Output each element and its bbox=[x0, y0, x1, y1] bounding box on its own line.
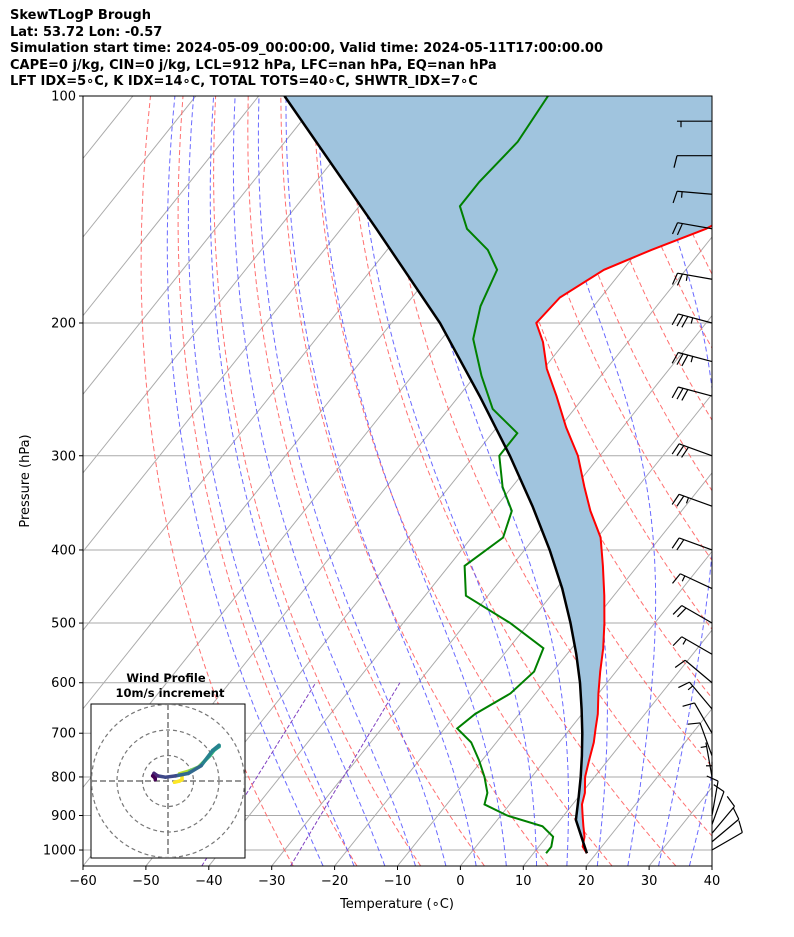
wind-barb bbox=[700, 742, 713, 778]
wind-barb bbox=[711, 807, 740, 843]
wind-barb bbox=[671, 351, 713, 367]
wind-barb bbox=[671, 272, 713, 286]
dry-adiabat-line bbox=[345, 96, 677, 866]
y-tick-label: 600 bbox=[51, 676, 76, 691]
y-tick-label: 900 bbox=[51, 809, 76, 824]
dewpoint-line bbox=[455, 96, 555, 854]
convective-line: CAPE=0 j/kg, CIN=0 j/kg, LCL=912 hPa, LF… bbox=[10, 57, 497, 73]
wind-barb bbox=[671, 493, 713, 507]
wind-barb bbox=[671, 313, 713, 328]
mixing-ratio-line bbox=[290, 682, 401, 866]
isotherm-line bbox=[0, 96, 70, 866]
time-line: Simulation start time: 2024-05-09_00:00:… bbox=[10, 41, 603, 56]
dry-adiabat-line bbox=[737, 96, 794, 866]
isotherm-line bbox=[83, 96, 197, 238]
moist-adiabat-line bbox=[400, 96, 569, 866]
y-tick-label: 1000 bbox=[43, 844, 76, 859]
moist-adiabat-line bbox=[209, 96, 386, 866]
y-tick-label: 700 bbox=[51, 727, 76, 742]
wind-barb bbox=[711, 796, 735, 834]
dry-adiabat-line bbox=[312, 96, 613, 866]
moist-adiabat-line bbox=[257, 96, 447, 866]
wind-barb bbox=[678, 681, 713, 710]
moist-adiabat-line bbox=[166, 96, 324, 866]
isotherm-line bbox=[83, 96, 322, 396]
wind-barb bbox=[687, 722, 713, 757]
isotherm-line bbox=[334, 393, 712, 866]
isotherm-line bbox=[711, 865, 712, 866]
y-tick-label: 200 bbox=[51, 316, 76, 331]
dry-adiabat-line bbox=[177, 96, 358, 866]
x-axis-label: Temperature (∘C) bbox=[339, 897, 454, 912]
dry-adiabat-line bbox=[410, 96, 712, 768]
hodograph-title: Wind Profile bbox=[126, 671, 206, 685]
x-tick-label: 20 bbox=[578, 874, 595, 889]
isotherm-line bbox=[83, 96, 448, 553]
dry-adiabat-line bbox=[703, 96, 712, 118]
wind-barb bbox=[671, 222, 713, 236]
dry-adiabat-line bbox=[247, 96, 485, 866]
wind-barb bbox=[671, 537, 713, 551]
hodograph-segment bbox=[186, 763, 203, 776]
chart-title: SkewTLogP Brough bbox=[10, 8, 151, 23]
dry-adiabat-line bbox=[213, 96, 422, 866]
wind-barb bbox=[672, 605, 713, 624]
y-tick-label: 500 bbox=[51, 617, 76, 632]
x-tick-label: 0 bbox=[456, 874, 464, 889]
isotherm-line bbox=[585, 707, 712, 866]
x-tick-label: −10 bbox=[384, 874, 411, 889]
dry-adiabat-line bbox=[140, 96, 294, 866]
dry-adiabat-line bbox=[475, 96, 712, 631]
wind-barb bbox=[674, 659, 713, 684]
wind-barb bbox=[672, 190, 713, 204]
dry-adiabat-line bbox=[573, 96, 712, 422]
x-tick-label: −40 bbox=[195, 874, 222, 889]
isotherm-line bbox=[460, 550, 712, 866]
mixing-ratio-line bbox=[201, 682, 317, 866]
x-tick-label: −30 bbox=[258, 874, 285, 889]
y-tick-label: 300 bbox=[51, 449, 76, 464]
moist-adiabat-line bbox=[631, 96, 712, 866]
y-tick-label: 100 bbox=[51, 90, 76, 105]
hodograph-segment bbox=[173, 771, 191, 778]
x-tick-label: −50 bbox=[132, 874, 159, 889]
wind-barb bbox=[673, 155, 712, 168]
wind-barb bbox=[682, 702, 713, 734]
isotherm-line bbox=[208, 236, 712, 866]
wind-barb bbox=[711, 820, 743, 851]
parcel-line bbox=[283, 96, 589, 854]
wind-barb bbox=[706, 761, 713, 797]
hodograph-segment bbox=[199, 748, 215, 768]
temperature-line bbox=[535, 224, 712, 854]
indices-line: LFT IDX=5∘C, K IDX=14∘C, TOTAL TOTS=40∘C… bbox=[10, 74, 478, 89]
dry-adiabat-line bbox=[280, 96, 549, 866]
x-tick-label: 10 bbox=[515, 874, 532, 889]
y-tick-label: 400 bbox=[51, 543, 76, 558]
isotherm-line bbox=[83, 96, 260, 317]
isotherm-line bbox=[83, 96, 385, 474]
moist-adiabat-line bbox=[317, 96, 507, 866]
wind-barb bbox=[711, 784, 725, 825]
isotherm-line bbox=[522, 629, 712, 866]
wind-barb bbox=[672, 636, 713, 655]
x-tick-label: −60 bbox=[69, 874, 96, 889]
dry-adiabat-line bbox=[540, 96, 712, 492]
wind-barb bbox=[677, 120, 712, 128]
moist-adiabat-line bbox=[232, 96, 416, 866]
y-axis-label: Pressure (hPa) bbox=[18, 434, 33, 527]
x-tick-label: 40 bbox=[704, 874, 721, 889]
chart-header: SkewTLogP Brough Lat: 53.72 Lon: -0.57 S… bbox=[10, 8, 790, 91]
x-tick-label: −20 bbox=[321, 874, 348, 889]
wind-barb bbox=[671, 386, 713, 401]
cin-cape-shade bbox=[284, 96, 712, 854]
wind-barb bbox=[671, 443, 713, 458]
x-tick-label: 30 bbox=[641, 874, 658, 889]
location-line: Lat: 53.72 Lon: -0.57 bbox=[10, 24, 163, 40]
wind-barb bbox=[672, 573, 713, 590]
y-tick-label: 800 bbox=[51, 770, 76, 785]
moist-adiabat-line bbox=[187, 96, 355, 866]
hodograph-subtitle: 10m/s increment bbox=[116, 686, 225, 700]
dry-adiabat-line bbox=[770, 96, 794, 866]
